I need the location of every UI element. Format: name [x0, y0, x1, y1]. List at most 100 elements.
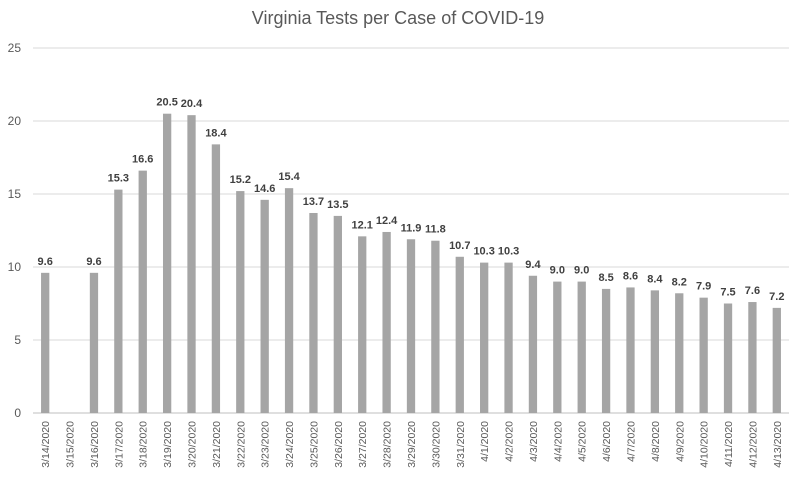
x-tick-label: 3/27/2020	[357, 421, 369, 468]
x-tick-label: 3/29/2020	[406, 421, 418, 468]
bar	[601, 288, 611, 413]
data-label: 15.2	[230, 174, 251, 186]
x-tick-label: 3/17/2020	[113, 421, 125, 468]
data-label: 7.5	[720, 287, 735, 299]
x-tick-label: 3/28/2020	[382, 421, 394, 468]
data-label: 9.4	[525, 259, 541, 271]
bar	[382, 231, 391, 413]
bar	[89, 272, 99, 413]
data-label: 8.6	[623, 270, 638, 282]
data-label: 7.6	[745, 285, 760, 297]
chart-title: Virginia Tests per Case of COVID-19	[251, 8, 545, 28]
bar	[650, 290, 660, 413]
bar	[626, 287, 635, 413]
data-label: 9.0	[574, 265, 589, 277]
data-label: 8.2	[672, 276, 687, 288]
x-tick-label: 4/3/2020	[528, 421, 540, 462]
data-label: 10.7	[449, 240, 470, 252]
data-label: 12.1	[352, 219, 373, 231]
bar	[41, 272, 50, 413]
data-label: 10.3	[473, 246, 494, 258]
data-label: 11.9	[401, 222, 422, 234]
bar	[528, 275, 538, 413]
x-tick-label: 3/22/2020	[235, 421, 247, 468]
data-label: 20.4	[181, 98, 203, 110]
x-tick-label: 3/23/2020	[260, 421, 272, 468]
bar	[309, 212, 318, 413]
x-tick-label: 4/8/2020	[650, 421, 662, 462]
bar	[284, 188, 294, 413]
x-tick-label: 3/18/2020	[138, 421, 150, 468]
x-tick-label: 4/2/2020	[504, 421, 516, 462]
bar	[748, 302, 757, 413]
data-label: 9.6	[86, 256, 101, 268]
bar	[114, 189, 123, 413]
x-tick-label: 4/1/2020	[479, 421, 491, 462]
bar	[699, 297, 708, 413]
x-tick-label: 3/19/2020	[162, 421, 174, 468]
x-tick-label: 3/31/2020	[455, 421, 467, 468]
y-tick-label: 25	[8, 41, 22, 55]
data-label: 15.4	[278, 171, 300, 183]
bar	[577, 281, 586, 413]
data-label: 8.5	[598, 272, 613, 284]
x-tick-label: 4/13/2020	[772, 421, 784, 468]
bar	[455, 256, 464, 413]
data-label: 9.6	[38, 256, 53, 268]
data-label: 9.0	[550, 265, 565, 277]
data-label: 11.8	[425, 224, 446, 236]
x-tick-label: 3/26/2020	[333, 421, 345, 468]
data-label: 7.9	[696, 281, 711, 293]
y-tick-label: 10	[8, 260, 22, 274]
x-tick-label: 4/5/2020	[577, 421, 589, 462]
x-tick-label: 3/20/2020	[187, 421, 199, 468]
x-tick-label: 4/6/2020	[601, 421, 613, 462]
data-label: 16.6	[132, 154, 153, 166]
x-tick-label: 4/7/2020	[625, 421, 637, 462]
bar	[504, 262, 513, 413]
bar	[772, 307, 781, 413]
bar	[138, 170, 147, 413]
bar	[211, 144, 221, 414]
bar	[260, 199, 269, 413]
y-tick-label: 0	[14, 406, 21, 420]
x-tick-label: 4/10/2020	[699, 421, 711, 468]
y-tick-label: 15	[8, 187, 22, 201]
x-tick-label: 3/24/2020	[284, 421, 296, 468]
bar	[162, 113, 172, 413]
y-tick-label: 20	[8, 114, 22, 128]
x-tick-label: 4/11/2020	[723, 421, 735, 467]
bar	[333, 215, 342, 413]
bar	[406, 239, 416, 413]
data-label: 18.4	[205, 127, 227, 139]
y-tick-label: 5	[14, 333, 21, 347]
x-tick-label: 3/25/2020	[308, 421, 320, 468]
data-label: 10.3	[498, 246, 519, 258]
data-label: 7.2	[769, 291, 784, 303]
x-tick-label: 3/15/2020	[65, 421, 77, 468]
data-label: 15.3	[108, 173, 129, 185]
x-tick-label: 4/12/2020	[747, 421, 759, 468]
data-label: 13.7	[303, 196, 324, 208]
x-tick-label: 4/9/2020	[674, 421, 686, 462]
data-label: 12.4	[376, 215, 398, 227]
x-tick-label: 3/30/2020	[430, 421, 442, 468]
bar	[723, 303, 733, 413]
bar	[675, 293, 684, 413]
bar	[358, 236, 367, 413]
x-tick-label: 3/21/2020	[211, 421, 223, 468]
x-tick-label: 3/14/2020	[40, 421, 52, 468]
bar	[480, 262, 489, 413]
x-tick-label: 4/4/2020	[552, 421, 564, 462]
x-tick-label: 3/16/2020	[89, 421, 101, 468]
data-label: 20.5	[156, 97, 177, 109]
bar	[431, 240, 440, 413]
data-label: 14.6	[254, 183, 275, 195]
data-label: 13.5	[327, 199, 348, 211]
bar	[553, 281, 562, 413]
bar	[187, 115, 196, 413]
data-label: 8.4	[647, 273, 663, 285]
bar	[236, 191, 245, 413]
